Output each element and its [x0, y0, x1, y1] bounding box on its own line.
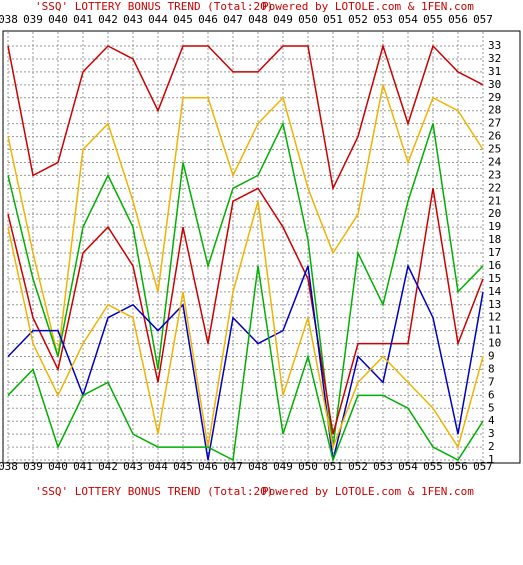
x-tick-label: 055 [423, 13, 443, 26]
y-tick-label: 20 [488, 207, 501, 220]
x-tick-label-bottom: 039 [23, 460, 43, 473]
x-tick-label: 042 [98, 13, 118, 26]
x-tick-label-bottom: 047 [223, 460, 243, 473]
y-tick-label: 4 [488, 414, 495, 427]
y-tick-label: 2 [488, 440, 495, 453]
y-tick-label: 31 [488, 65, 501, 78]
x-tick-label: 057 [473, 13, 493, 26]
x-tick-label-bottom: 051 [323, 460, 343, 473]
x-tick-label-bottom: 054 [398, 460, 418, 473]
y-tick-label: 14 [488, 285, 502, 298]
series-line [7, 201, 484, 450]
x-tick-label: 046 [198, 13, 218, 26]
plot-frame [2, 30, 521, 464]
series-line [7, 263, 484, 461]
y-tick-label: 8 [488, 362, 495, 375]
y-tick-label: 26 [488, 130, 501, 143]
x-tick-label: 047 [223, 13, 243, 26]
x-tick-label: 044 [148, 13, 168, 26]
x-tick-label-bottom: 040 [48, 460, 68, 473]
x-tick-label: 040 [48, 13, 68, 26]
x-tick-label: 043 [123, 13, 143, 26]
x-tick-label: 056 [448, 13, 468, 26]
y-tick-label: 11 [488, 324, 501, 337]
series-line [7, 265, 484, 463]
y-tick-label: 29 [488, 91, 501, 104]
y-tick-label: 25 [488, 143, 501, 156]
y-tick-label: 21 [488, 194, 501, 207]
series-line [7, 187, 484, 435]
x-tick-label-bottom: 050 [298, 460, 318, 473]
x-tick-label-bottom: 043 [123, 460, 143, 473]
x-tick-label-bottom: 057 [473, 460, 493, 473]
x-tick-label: 052 [348, 13, 368, 26]
y-tick-label: 13 [488, 298, 501, 311]
x-tick-label-bottom: 048 [248, 460, 268, 473]
x-tick-label: 039 [23, 13, 43, 26]
y-tick-label: 7 [488, 375, 495, 388]
footer-title: 'SSQ' LOTTERY BONUS TREND (Total:20) [35, 485, 273, 498]
y-tick-label: 10 [488, 337, 501, 350]
y-tick-label: 5 [488, 401, 495, 414]
series-line [7, 84, 484, 357]
y-tick-label: 27 [488, 117, 501, 130]
x-tick-label-bottom: 056 [448, 460, 468, 473]
y-tick-label: 19 [488, 220, 501, 233]
x-tick-label: 053 [373, 13, 393, 26]
y-tick-label: 1 [488, 453, 495, 466]
y-tick-label: 18 [488, 233, 501, 246]
x-tick-label: 050 [298, 13, 318, 26]
y-tick-label: 32 [488, 52, 501, 65]
y-tick-label: 28 [488, 104, 501, 117]
y-tick-label: 22 [488, 181, 501, 194]
x-tick-label-bottom: 055 [423, 460, 443, 473]
x-tick-label-bottom: 053 [373, 460, 393, 473]
x-tick-label: 049 [273, 13, 293, 26]
y-tick-label: 3 [488, 427, 495, 440]
x-tick-label: 041 [73, 13, 93, 26]
x-tick-label-bottom: 044 [148, 460, 168, 473]
series-line [7, 121, 484, 448]
chart-subtitle: Powered by LOTOLE.com & 1FEN.com [262, 0, 474, 13]
y-tick-label: 30 [488, 78, 501, 91]
y-tick-label: 9 [488, 350, 495, 363]
x-tick-label-bottom: 049 [273, 460, 293, 473]
y-tick-label: 12 [488, 311, 501, 324]
x-tick-label: 048 [248, 13, 268, 26]
x-tick-label: 054 [398, 13, 418, 26]
y-tick-label: 16 [488, 259, 501, 272]
x-tick-label-bottom: 042 [98, 460, 118, 473]
x-tick-label: 051 [323, 13, 343, 26]
x-tick-label: 038 [0, 13, 18, 26]
x-tick-label-bottom: 046 [198, 460, 218, 473]
y-tick-label: 23 [488, 168, 501, 181]
x-tick-label-bottom: 052 [348, 460, 368, 473]
x-tick-label-bottom: 045 [173, 460, 193, 473]
x-tick-label: 045 [173, 13, 193, 26]
y-tick-label: 33 [488, 39, 501, 52]
x-tick-label-bottom: 041 [73, 460, 93, 473]
x-tick-label-bottom: 038 [0, 460, 18, 473]
y-tick-label: 6 [488, 388, 495, 401]
footer-subtitle: Powered by LOTOLE.com & 1FEN.com [262, 485, 474, 498]
series-line [7, 43, 484, 191]
y-tick-label: 15 [488, 272, 501, 285]
y-tick-label: 17 [488, 246, 501, 259]
chart-title: 'SSQ' LOTTERY BONUS TREND (Total:20) [35, 0, 273, 13]
y-tick-label: 24 [488, 155, 502, 168]
